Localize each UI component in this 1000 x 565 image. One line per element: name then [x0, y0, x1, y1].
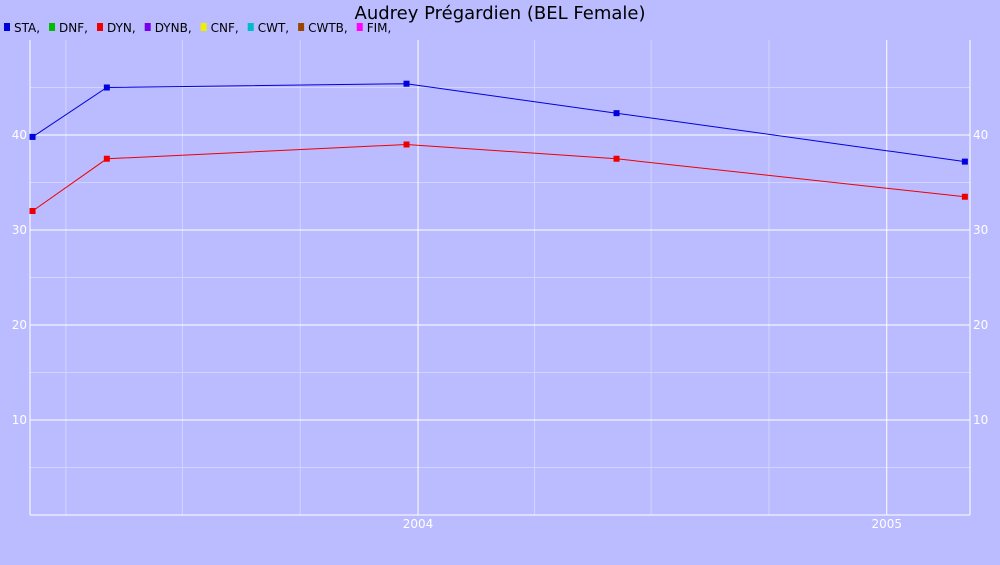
data-point-sta-4 [961, 158, 968, 165]
legend-swatch-1 [49, 23, 56, 31]
legend-entry-1: DNF, [59, 21, 88, 35]
plot-area [29, 40, 971, 516]
data-point-sta-3 [613, 110, 620, 117]
y-tick-label-left-3: 40 [12, 128, 27, 142]
legend-swatch-6 [298, 23, 305, 31]
minor-gridlines [30, 40, 970, 515]
y-tick-label-right-3: 40 [973, 128, 988, 142]
y-tick-label-left-2: 30 [12, 223, 27, 237]
legend-entry-5: CWT, [258, 21, 289, 35]
legend-swatch-0 [4, 23, 10, 31]
chart-title: Audrey Prégardien (BEL Female) [355, 3, 646, 24]
data-point-dyn-4 [961, 193, 968, 200]
legend-swatch-4 [200, 23, 207, 31]
legend-entry-3: DYNB, [155, 21, 192, 35]
data-point-dyn-2 [403, 141, 410, 148]
data-point-dyn-1 [103, 155, 110, 162]
y-tick-label-right-2: 30 [973, 223, 988, 237]
legend-entry-4: CNF, [211, 21, 239, 35]
legend-entry-6: CWTB, [308, 21, 348, 35]
data-point-sta-0 [29, 133, 36, 140]
data-point-dyn-3 [613, 155, 620, 162]
data-point-sta-1 [103, 84, 110, 91]
y-tick-label-left-0: 10 [12, 413, 27, 427]
x-tick-label-0: 2004 [403, 517, 434, 531]
legend-swatch-7 [356, 23, 363, 31]
data-point-dyn-0 [29, 208, 36, 214]
x-tick-label-1: 2005 [871, 517, 902, 531]
y-tick-label-left-1: 20 [12, 318, 27, 332]
major-gridlines [30, 40, 970, 515]
legend-swatch-2 [96, 23, 103, 31]
legend-swatch-3 [144, 23, 151, 31]
legend-entry-7: FIM, [367, 21, 392, 35]
y-tick-label-right-1: 20 [973, 318, 988, 332]
legend-swatch-5 [247, 23, 254, 31]
y-tick-label-right-0: 10 [973, 413, 988, 427]
legend-entry-2: DYN, [107, 21, 136, 35]
legend-entry-0: STA, [14, 21, 40, 35]
tick-labels: 10 10 20 20 30 30 40 40 2004 2005 [12, 128, 989, 531]
series-layer [29, 80, 968, 214]
data-point-sta-2 [403, 80, 410, 87]
legend: STA, DNF, DYN, DYNB, CNF, CWT, CWTB, FIM, [4, 21, 391, 35]
